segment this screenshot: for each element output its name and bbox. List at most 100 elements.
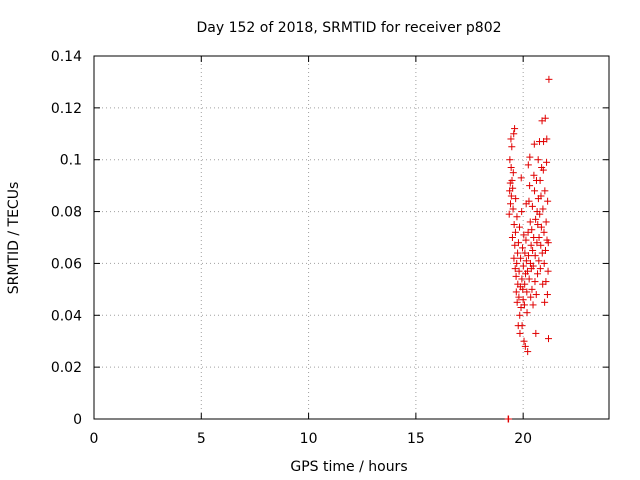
x-tick-label: 5 [197, 431, 206, 447]
data-point [524, 161, 532, 169]
data-point [520, 301, 528, 309]
data-point [508, 143, 516, 151]
data-point [512, 195, 520, 203]
data-point [510, 130, 518, 138]
x-tick-label: 10 [300, 431, 318, 447]
data-point [541, 298, 549, 306]
data-point [523, 309, 531, 317]
data-point [517, 254, 525, 262]
data-point [531, 252, 539, 260]
data-point [536, 265, 544, 273]
data-point [525, 197, 533, 205]
data-point [512, 288, 520, 296]
data-point [520, 231, 528, 239]
data-point [539, 205, 547, 213]
data-point [540, 228, 548, 236]
data-point [516, 311, 524, 319]
data-point [506, 156, 514, 164]
data-point [526, 218, 534, 226]
axes [93, 55, 610, 420]
data-point [541, 187, 549, 195]
data-point [533, 239, 541, 247]
data-point [536, 210, 544, 218]
data-point [534, 156, 542, 164]
plot-border [93, 55, 610, 420]
tick-labels: 0 0.02 0.04 0.06 0.08 0.1 0.12 0.14 0 5 10 15 20 [51, 49, 532, 447]
data-point [521, 249, 529, 257]
data-point [507, 163, 515, 171]
data-point [529, 301, 537, 309]
data-point [509, 169, 517, 177]
data-point [543, 135, 551, 143]
chart-title: Day 152 of 2018, SRMTID for receiver p80… [196, 20, 501, 36]
y-tick-label: 0.08 [51, 205, 82, 221]
data-point [527, 293, 535, 301]
y-tick-label: 0 [73, 412, 82, 428]
data-point [505, 210, 513, 218]
x-tick-label: 15 [407, 431, 425, 447]
data-point [505, 415, 513, 423]
data-point [531, 278, 539, 286]
data-point [523, 288, 531, 296]
data-point [522, 236, 530, 244]
data-point [526, 153, 534, 161]
data-point [544, 335, 552, 343]
data-point [514, 239, 522, 247]
data-point [525, 252, 533, 260]
y-tick-label: 0.1 [60, 153, 82, 169]
data-point [514, 249, 522, 257]
data-point [541, 246, 549, 254]
data-point [532, 329, 540, 337]
data-point [507, 135, 515, 143]
y-tick-label: 0.04 [51, 308, 82, 324]
data-point [542, 218, 550, 226]
data-point [524, 348, 532, 356]
data-point [544, 267, 552, 275]
data-point [516, 223, 524, 231]
y-axis-label: SRMTID / TECUs [6, 182, 22, 295]
data-point [521, 342, 529, 350]
data-point [537, 241, 545, 249]
data-point [525, 275, 533, 283]
x-tick-label: 20 [514, 431, 532, 447]
data-point [518, 208, 526, 216]
data-point [513, 213, 521, 221]
data-point [543, 158, 551, 166]
data-point [545, 75, 553, 83]
data-point [524, 228, 532, 236]
data-point [515, 267, 523, 275]
data-point [530, 171, 538, 179]
data-point [516, 329, 524, 337]
data-point [510, 221, 518, 229]
data-point [522, 257, 530, 265]
data-point [521, 280, 529, 288]
data-point [511, 265, 519, 273]
data-point [534, 270, 542, 278]
data-point [519, 296, 527, 304]
data-point [520, 337, 528, 345]
data-point [536, 176, 544, 184]
data-point [540, 259, 548, 267]
data-point [526, 182, 534, 190]
data-point [515, 293, 523, 301]
data-point [529, 246, 537, 254]
data-point [507, 192, 515, 200]
y-tick-label: 0.06 [51, 256, 82, 272]
data-point [535, 257, 543, 265]
data-point [513, 259, 521, 267]
data-point [539, 166, 547, 174]
data-point [511, 241, 519, 249]
data-point [518, 322, 526, 330]
data-point [513, 298, 521, 306]
data-points [504, 75, 553, 423]
data-point [511, 125, 519, 133]
data-point [544, 197, 552, 205]
data-point [519, 285, 527, 293]
data-point [541, 114, 549, 122]
data-point [508, 176, 516, 184]
data-point [512, 272, 520, 280]
data-point [509, 184, 517, 192]
x-axis-label: GPS time / hours [290, 459, 407, 475]
data-point [517, 174, 525, 182]
